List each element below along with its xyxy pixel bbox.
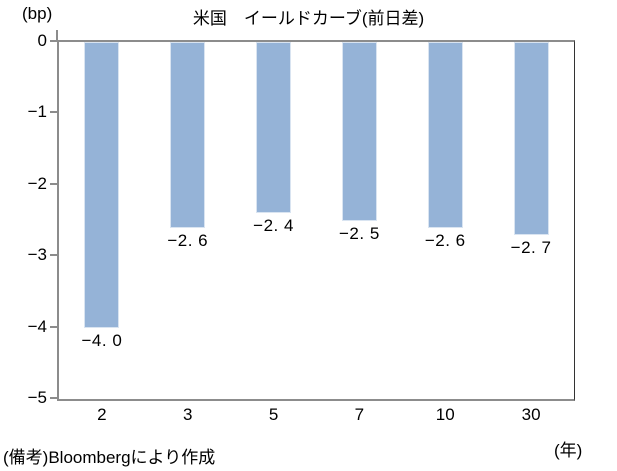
y-axis-tick-mark (50, 254, 57, 257)
x-axis-tick-label: 30 (521, 405, 541, 424)
plot-area: −4. 0 −2. 6 −2. 4 −2. 5 −2. 6 −2. 7 (57, 40, 575, 401)
chart-title: 米国 イールドカーブ(前日差) (192, 9, 425, 28)
x-axis-tick-label: 5 (268, 405, 279, 424)
x-axis-unit-label: (年) (554, 441, 583, 460)
bar-value-label: −2. 6 (424, 230, 466, 250)
bar-value-label: −2. 6 (167, 230, 209, 250)
bar (427, 42, 463, 228)
x-axis-tick-label: 10 (435, 405, 455, 424)
y-axis-tick-label: 0 (37, 31, 47, 50)
bar-value-label: −2. 5 (339, 223, 380, 243)
y-axis-tick-label: −5 (27, 388, 47, 407)
y-axis-tick-mark (50, 40, 57, 42)
category-axis-tick (56, 30, 58, 40)
y-axis-tick-label: −4 (27, 316, 47, 336)
x-axis-tick-label: 7 (354, 405, 365, 424)
bar-value-label: −2. 4 (253, 216, 294, 236)
bar-value-label: −2. 7 (510, 237, 552, 257)
bar (170, 42, 206, 228)
y-axis-tick-label: −2 (27, 173, 47, 193)
y-axis-unit-label: (bp) (22, 4, 53, 23)
x-axis-tick-label: 3 (183, 405, 193, 424)
y-axis-tick-mark (50, 325, 57, 328)
y-axis-tick-label: −1 (27, 102, 47, 122)
bar (341, 42, 377, 221)
y-axis-tick-mark (50, 397, 57, 399)
y-axis-tick-mark (50, 111, 57, 114)
footer-note: (備考)Bloombergにより作成 (3, 448, 216, 467)
bar (256, 42, 292, 214)
bar-value-label: −4. 0 (81, 330, 123, 350)
bar (84, 42, 120, 328)
y-axis-tick-mark (50, 182, 57, 185)
y-axis-tick-label: −3 (27, 245, 47, 265)
bar (513, 42, 549, 235)
x-axis-tick-label: 2 (97, 405, 107, 424)
